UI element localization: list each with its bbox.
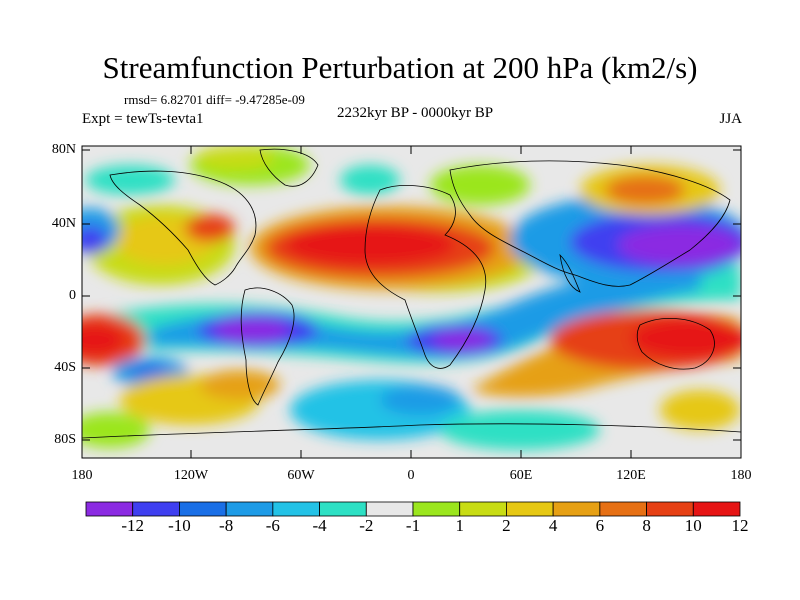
colorbar-label: -8 <box>219 516 234 535</box>
colorbar-label: 6 <box>595 516 605 535</box>
colorbar-box <box>459 501 507 517</box>
axis-ticks <box>81 146 742 458</box>
colorbar-box <box>412 501 461 517</box>
colorbar-box <box>552 501 601 517</box>
lon-label-180w: 180 <box>71 468 93 483</box>
plot-title: Streamfunction Perturbation at 200 hPa (… <box>102 50 698 85</box>
colorbar-box <box>506 501 554 517</box>
lat-label-40s: 40S <box>54 360 76 375</box>
colorbar-box <box>599 501 647 517</box>
period-label: 2232kyr BP - 0000kyr BP <box>336 105 494 121</box>
colorbar-box <box>692 501 741 517</box>
colorbar-box <box>646 501 694 517</box>
colorbar <box>85 501 741 517</box>
colorbar-label: 1 <box>455 516 464 535</box>
colorbar-label: -1 <box>405 516 421 535</box>
colorbar-box <box>179 501 227 517</box>
contour-field <box>82 146 741 458</box>
stats-text: rmsd= 6.82701 diff= -9.47285e-09 <box>124 92 305 107</box>
lat-label-80n: 80N <box>51 142 76 157</box>
lon-label-180e: 180 <box>730 468 752 483</box>
lon-label-60w: 60W <box>287 468 315 483</box>
colorbar-label: -12 <box>121 516 145 535</box>
lon-label-120e: 120E <box>616 468 646 483</box>
lon-label-60e: 60E <box>509 468 533 483</box>
colorbar-label: -6 <box>265 516 280 535</box>
colorbar-label: -2 <box>359 516 374 535</box>
colorbar-box <box>85 501 134 517</box>
colorbar-label: -10 <box>168 516 191 535</box>
colorbar-box <box>225 501 274 517</box>
colorbar-label: 10 <box>684 516 702 535</box>
experiment-label: Expt = tewTs-tevta1 <box>82 111 204 127</box>
lon-label-120w: 120W <box>173 468 209 483</box>
lon-label-0: 0 <box>407 468 415 483</box>
colorbar-label: 12 <box>731 516 749 535</box>
colorbar-label: 8 <box>642 516 651 535</box>
lat-label-80s: 80S <box>54 432 76 447</box>
lat-label-40n: 40N <box>51 216 76 231</box>
colorbar-box <box>272 501 320 517</box>
colorbar-box <box>319 501 367 517</box>
colorbar-label: 2 <box>502 516 511 535</box>
coastlines <box>82 148 741 439</box>
colorbar-label: -4 <box>312 516 327 535</box>
colorbar-label: 4 <box>548 516 558 535</box>
season-label: JJA <box>719 111 742 127</box>
colorbar-box <box>132 501 180 517</box>
lat-label-0: 0 <box>69 288 76 303</box>
colorbar-box <box>365 501 414 517</box>
